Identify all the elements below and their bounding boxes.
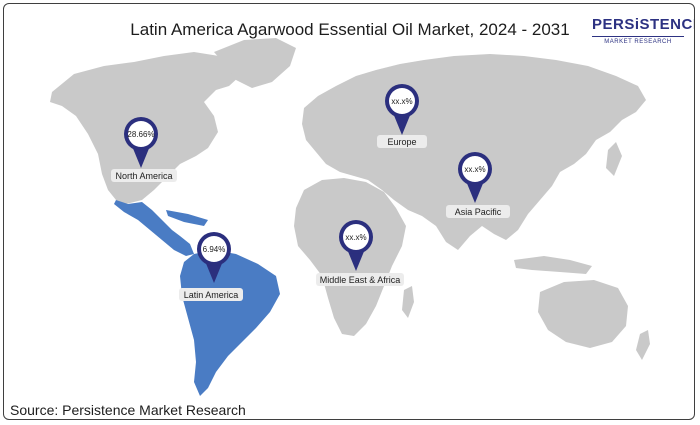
latin-america-pin-tail: [205, 261, 223, 283]
australia-shape: [538, 280, 628, 348]
chart-title: Latin America Agarwood Essential Oil Mar…: [130, 20, 570, 39]
north-america-pin-tail: [132, 146, 150, 168]
asia-pacific-marker: xx.x% Asia Pacific: [446, 152, 510, 218]
south-america-shape: [180, 250, 280, 396]
europe-value: xx.x%: [391, 97, 412, 106]
indonesia-shape: [514, 256, 592, 274]
europe-pin-tail: [393, 113, 411, 135]
north-america-marker: 28.66% North America: [111, 117, 177, 182]
japan-shape: [606, 142, 622, 176]
infographic-frame: 28.66% North America 6.94% Latin America xx.…: [3, 3, 695, 420]
continent-layer: [50, 38, 650, 360]
asia-pacific-label-box: [446, 205, 510, 218]
highlight-layer: [114, 200, 280, 396]
middle-east-africa-label: Middle East & Africa: [320, 275, 401, 285]
persistence-logo: PERSiSTENCE MARKET RESEARCH: [592, 16, 695, 50]
europe-pin-face: [389, 88, 415, 114]
middle-east-africa-pin-face: [343, 224, 369, 250]
latin-america-marker: 6.94% Latin America: [179, 232, 243, 301]
middle-east-africa-label-box: [316, 273, 404, 286]
north-america-value: 28.66%: [127, 130, 154, 139]
middle-east-africa-marker: xx.x% Middle East & Africa: [316, 220, 404, 286]
new-zealand-shape: [636, 330, 650, 360]
caribbean-shape: [166, 210, 208, 226]
middle-east-africa-pin-tail: [347, 249, 365, 271]
asia-pacific-pin-tail: [466, 181, 484, 203]
asia-pacific-value: xx.x%: [464, 165, 485, 174]
asia-pacific-pin-face: [462, 156, 488, 182]
europe-label: Europe: [387, 137, 416, 147]
pin-layer: 28.66% North America 6.94% Latin America xx.…: [111, 84, 510, 301]
middle-east-africa-value: xx.x%: [345, 233, 366, 242]
logo-tagline: MARKET RESEARCH: [592, 36, 684, 45]
north-america-label: North America: [115, 171, 172, 181]
source-note: Source: Persistence Market Research: [10, 402, 246, 418]
europe-label-box: [377, 135, 427, 148]
world-map: 28.66% North America 6.94% Latin America xx.…: [50, 38, 650, 396]
greenland-shape: [214, 38, 296, 88]
europe-marker: xx.x% Europe: [377, 84, 427, 148]
central-america-shape: [114, 200, 194, 256]
africa-shape: [294, 178, 406, 336]
north-america-label-box: [111, 169, 177, 182]
madagascar-shape: [402, 286, 414, 318]
asia-pacific-label: Asia Pacific: [455, 207, 502, 217]
latin-america-pin-face: [201, 236, 227, 262]
north-america-pin-face: [128, 121, 154, 147]
latin-america-label: Latin America: [184, 290, 239, 300]
latin-america-label-box: [179, 288, 243, 301]
latin-america-value: 6.94%: [203, 245, 226, 254]
logo-wordmark: PERSiSTENCE: [592, 16, 695, 33]
